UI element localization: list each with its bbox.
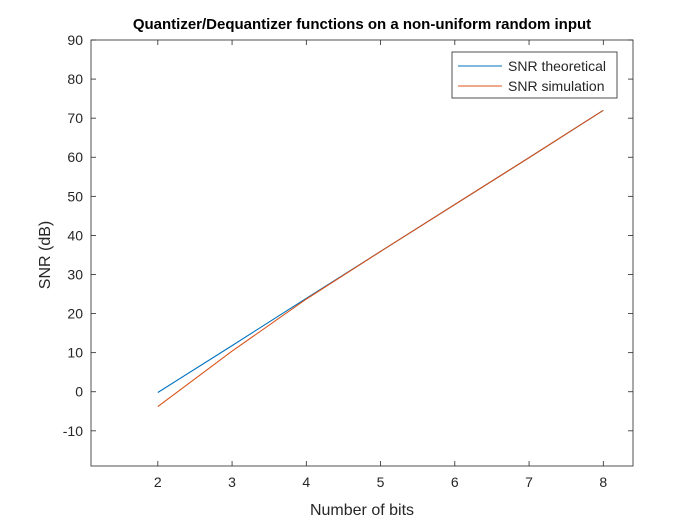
y-tick-label: 10 [67, 345, 83, 361]
x-tick-label: 4 [302, 474, 310, 490]
y-tick-label: 70 [67, 110, 83, 126]
series-line-2 [157, 109, 604, 408]
y-tick-label: 60 [67, 149, 83, 165]
x-axis-label: Number of bits [310, 502, 414, 519]
y-tick-label: -10 [63, 423, 83, 439]
x-tick-label: 2 [154, 474, 162, 490]
plot-area [90, 39, 634, 467]
x-tick-label: 5 [377, 474, 385, 490]
y-tick-label: 40 [67, 227, 83, 243]
axes-frame [90, 39, 634, 467]
legend: SNR theoretical SNR simulation [451, 51, 618, 99]
y-tick-label: 80 [67, 71, 83, 87]
legend-label: SNR theoretical [508, 58, 606, 74]
series-layer [157, 109, 604, 408]
chart-title: Quantizer/Dequantizer functions on a non… [133, 16, 591, 33]
x-tick-label: 8 [599, 474, 607, 490]
axis-ticks: 2 3 4 5 6 7 8 -10 0 10 20 30 40 50 60 70 80 90 [63, 32, 633, 490]
legend-box [451, 51, 618, 99]
y-tick-label: 0 [75, 384, 83, 400]
x-tick-label: 3 [228, 474, 236, 490]
x-tick-label: 6 [451, 474, 459, 490]
y-axis-label: SNR (dB) [37, 221, 54, 289]
y-tick-label: 90 [67, 32, 83, 48]
legend-label: SNR simulation [508, 78, 604, 94]
x-tick-label: 7 [525, 474, 533, 490]
y-tick-label: 30 [67, 266, 83, 282]
y-tick-label: 20 [67, 306, 83, 322]
y-tick-label: 50 [67, 188, 83, 204]
